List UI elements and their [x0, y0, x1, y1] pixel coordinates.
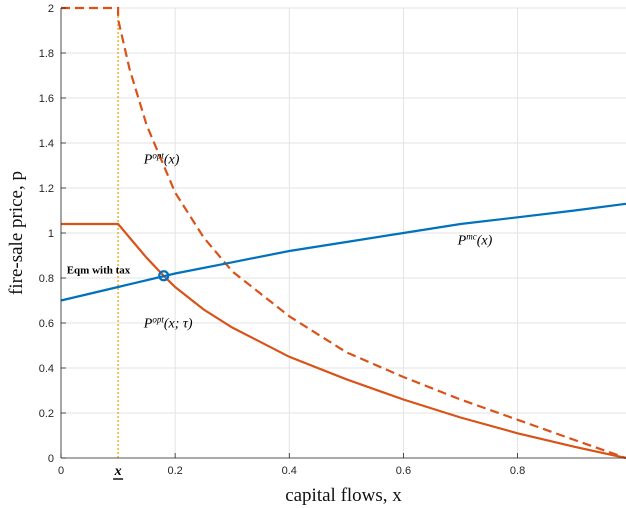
x-tick-label: 0.8	[510, 465, 525, 477]
series-line-0	[61, 6, 626, 460]
series-line-2	[60, 202, 626, 302]
y-tick-label: 1.4	[39, 138, 54, 150]
y-tick-label: 1.2	[39, 183, 54, 195]
x-tick-label: 0.6	[396, 465, 411, 477]
y-tick-label: 0.8	[39, 273, 54, 285]
grid-lines	[60, 7, 626, 459]
series-layer	[60, 6, 626, 460]
annotation-pmc: Pmc(x)	[457, 231, 493, 248]
x-special-tick-label: x	[114, 464, 122, 479]
annotation-popt_tau: Popt(x; τ)	[143, 315, 193, 332]
y-tick-label: 0.2	[39, 408, 54, 420]
x-tick-label: 0	[58, 465, 64, 477]
annotation-eqm: Eqm with tax	[67, 265, 131, 277]
y-tick-label: 1.8	[39, 48, 54, 60]
y-tick-label: 2	[48, 3, 54, 15]
ticks-layer: 0 0.2 0.4 0.6 0.8 x 0 0.2 0.4 0.6 0.8 1 1.2 1.4 1.6 1.8…	[39, 3, 525, 480]
annotations-layer: Popt(x) Popt(x; τ) Pmc(x) Eqm with tax	[67, 150, 493, 331]
x-tick-label: 0.2	[167, 465, 182, 477]
y-tick-label: 0	[48, 453, 54, 465]
annotation-popt: Popt(x)	[143, 150, 180, 167]
x-tick-label: 0.4	[282, 465, 297, 477]
equilibrium-marker	[158, 270, 170, 282]
y-tick-label: 1.6	[39, 93, 54, 105]
x-axis-label: capital flows, x	[285, 485, 402, 506]
y-tick-label: 1	[48, 228, 54, 240]
y-tick-label: 0.6	[39, 318, 54, 330]
y-axis-label: fire-sale price, p	[6, 171, 27, 295]
series-line-1	[61, 222, 626, 460]
y-tick-label: 0.4	[39, 363, 54, 375]
